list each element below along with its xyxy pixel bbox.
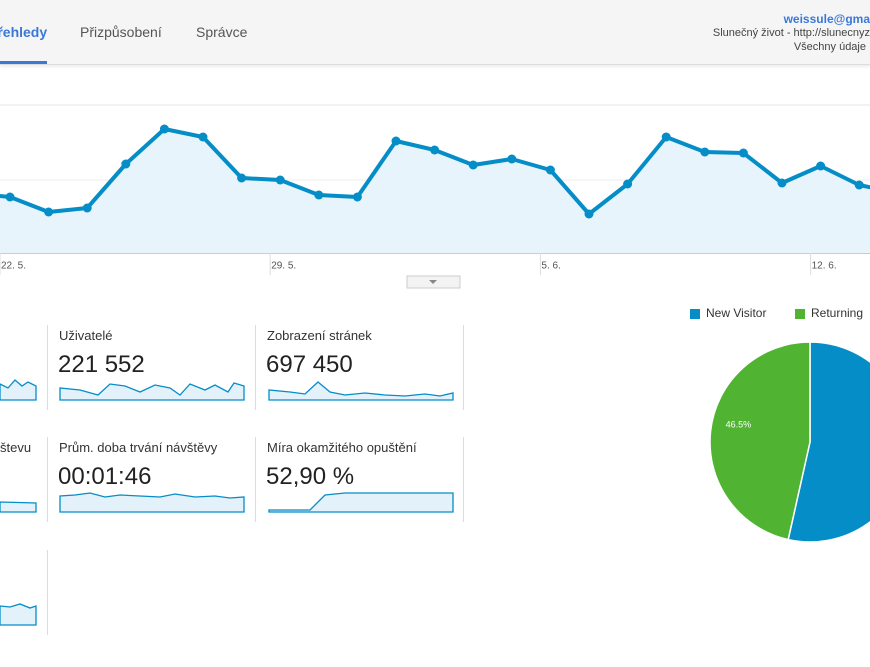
metric-label: Prům. doba trvání návštěvy bbox=[59, 440, 218, 455]
point bbox=[391, 136, 401, 146]
point bbox=[198, 132, 208, 142]
point bbox=[623, 179, 633, 189]
metric-value: 00:01:46 bbox=[58, 463, 152, 490]
x-tick-label: 5. 6. bbox=[541, 261, 560, 272]
point bbox=[352, 192, 362, 202]
point bbox=[159, 124, 169, 134]
tile-separator bbox=[463, 437, 464, 522]
tile-separator bbox=[47, 437, 48, 522]
point bbox=[468, 160, 478, 170]
point bbox=[507, 154, 517, 164]
sparkline bbox=[59, 382, 245, 401]
nav-tab[interactable]: Správce bbox=[196, 24, 248, 40]
point bbox=[661, 132, 671, 142]
metric-value: 52,90 % bbox=[266, 463, 355, 490]
point bbox=[584, 209, 594, 219]
header: Přehledy Přizpůsobení Správce weissule@g… bbox=[0, 0, 870, 65]
tile-separator bbox=[255, 437, 256, 522]
legend-swatch bbox=[795, 309, 805, 319]
legend-swatch bbox=[690, 309, 700, 319]
metric-label: Uživatelé bbox=[59, 328, 113, 343]
point bbox=[816, 161, 826, 171]
point bbox=[430, 145, 440, 155]
sparkline bbox=[268, 381, 454, 401]
legend-label: New Visitor bbox=[706, 306, 766, 320]
area bbox=[0, 129, 870, 253]
tile-separator bbox=[47, 550, 48, 635]
sparkline bbox=[59, 492, 245, 513]
pie-slice bbox=[709, 341, 811, 541]
point bbox=[854, 180, 864, 190]
nav-tab[interactable]: Přehledy bbox=[0, 24, 48, 40]
point bbox=[777, 178, 787, 188]
point bbox=[82, 203, 92, 213]
pie-chart: New Visitor 46.5% Returning bbox=[690, 306, 870, 543]
sparkline bbox=[0, 603, 37, 626]
point bbox=[237, 173, 247, 183]
x-tick-label: 22. 5. bbox=[1, 261, 26, 272]
legend-label: Returning bbox=[811, 306, 863, 320]
metric-label: Míra okamžitého opuštění bbox=[267, 440, 417, 455]
tile-separator bbox=[463, 325, 464, 410]
metric-label: števu bbox=[0, 440, 32, 455]
point bbox=[700, 147, 710, 157]
metric-label: Zobrazení stránek bbox=[267, 328, 372, 343]
point bbox=[738, 148, 748, 158]
point bbox=[314, 190, 324, 200]
property-name: Slunečný život - http://slunecnyz bbox=[712, 27, 870, 39]
tile-separator bbox=[47, 325, 48, 410]
tile-separator bbox=[255, 325, 256, 410]
toggle-arrow bbox=[429, 280, 437, 284]
point bbox=[44, 207, 54, 217]
sparkline bbox=[268, 492, 454, 513]
metric-value: 697 450 bbox=[266, 351, 353, 378]
point bbox=[5, 192, 15, 202]
x-tick-label: 12. 6. bbox=[812, 261, 837, 272]
slice-label: 46.5% bbox=[726, 419, 752, 429]
x-tick-label: 29. 5. bbox=[271, 261, 296, 272]
point bbox=[545, 165, 555, 175]
point bbox=[121, 159, 131, 169]
active-tab-underline bbox=[0, 61, 47, 64]
point bbox=[275, 175, 285, 185]
metric-value: 221 552 bbox=[58, 351, 145, 378]
nav-tab[interactable]: Přizpůsobení bbox=[80, 24, 162, 40]
view-name: Všechny údaje bbox=[793, 41, 866, 53]
sparkline bbox=[0, 501, 37, 513]
account-email[interactable]: weissule@gma bbox=[783, 12, 870, 26]
sparkline bbox=[0, 379, 37, 401]
line-chart: 22. 5. 29. 5. 5. 6. 12. 6. bbox=[0, 104, 870, 289]
pie-slice bbox=[787, 341, 870, 543]
